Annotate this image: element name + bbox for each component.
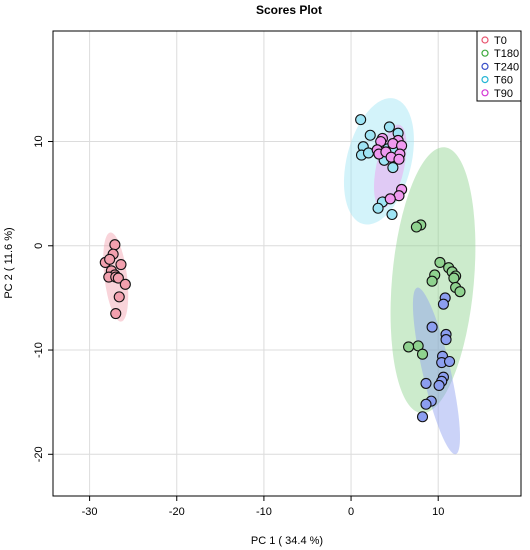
legend-label-t180: T180 [494, 48, 519, 60]
x-tick-label: -20 [169, 506, 185, 518]
point-t240 [416, 411, 429, 423]
legend-marker-t0 [481, 36, 489, 44]
plot-frame [52, 30, 522, 497]
y-tick-label: -20 [33, 446, 45, 462]
point-t60 [364, 129, 376, 141]
point-t60 [355, 114, 367, 126]
x-tick-label: 0 [348, 506, 354, 518]
point-t180 [448, 272, 460, 284]
point-t180 [416, 348, 429, 360]
legend-marker-t60 [481, 75, 489, 84]
axis-ticks: -30 -20 -10 0 10 -20 -10 0 10 [33, 135, 444, 518]
y-axis-label: PC 2 ( 11.6 %) [3, 227, 15, 298]
legend-marker-t240 [481, 62, 489, 71]
y-tick-label: -10 [33, 342, 45, 358]
point-t240 [426, 321, 438, 333]
point-t60 [383, 121, 395, 133]
point-t0 [109, 239, 121, 251]
point-t240 [433, 379, 445, 392]
point-t0 [110, 307, 122, 320]
point-t60 [386, 208, 398, 221]
point-t0 [112, 272, 124, 284]
legend-label-t0: T0 [494, 35, 507, 47]
point-t180 [403, 341, 415, 353]
point-t240 [420, 377, 432, 389]
point-t240 [437, 298, 449, 310]
legend-marker-t180 [481, 49, 489, 57]
x-tick-label: -30 [82, 506, 98, 518]
point-t240 [443, 355, 456, 368]
legend-label-t240: T240 [494, 61, 519, 73]
point-t240 [440, 334, 452, 346]
x-axis-label: PC 1 ( 34.4 %) [251, 535, 323, 547]
legend-label-t90: T90 [494, 88, 513, 100]
point-t90 [384, 193, 396, 205]
point-t180 [426, 275, 438, 287]
point-t180 [434, 256, 446, 269]
y-tick-label: 0 [33, 243, 45, 249]
legend-marker-t90 [481, 89, 489, 97]
point-t60 [372, 202, 384, 214]
point-t0 [119, 278, 131, 290]
legend-label-t60: T60 [494, 75, 513, 87]
point-t90 [393, 153, 405, 165]
point-t180 [454, 286, 466, 298]
point-t0 [104, 253, 116, 265]
data-points [99, 114, 466, 423]
x-tick-label: 10 [432, 506, 444, 518]
point-t240 [420, 398, 432, 410]
ellipse-t240 [412, 287, 461, 455]
x-tick-label: -10 [256, 506, 272, 518]
point-t60 [387, 162, 399, 174]
point-t0 [115, 258, 127, 271]
point-t0 [113, 291, 125, 303]
point-t180 [410, 221, 422, 233]
y-tick-label: 10 [33, 135, 45, 147]
chart-title: Scores Plot [256, 3, 322, 17]
